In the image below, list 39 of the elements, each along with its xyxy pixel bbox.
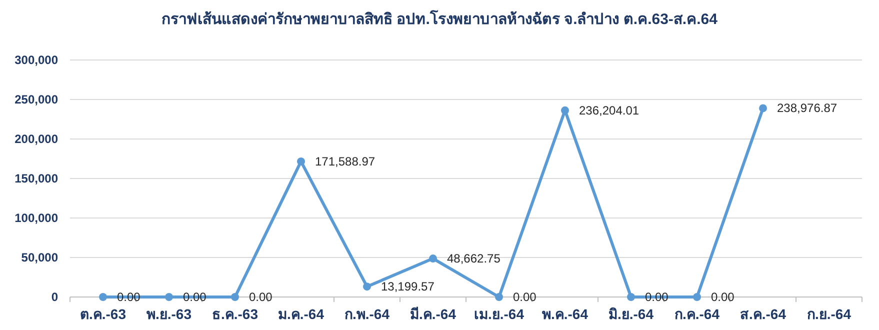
text: 171,588.97 [315,154,376,168]
y-tick-label: 100,000 [14,211,58,225]
x-tick-label: ก.พ.-64 [344,306,390,322]
y-tick-label: 150,000 [14,172,58,186]
point [693,293,701,301]
point [627,293,635,301]
point [363,282,371,291]
text: 0.00 [513,290,536,304]
x-tick-label: มี.ค.-64 [410,306,456,322]
point [297,157,305,166]
y-tick-label: 300,000 [14,53,58,67]
x-tick-label: มิ.ย.-64 [608,306,654,322]
x-tick-label: ม.ค.-64 [278,306,324,322]
x-tick-label: พ.ค.-64 [542,306,588,322]
x-tick-label: ต.ค.-63 [80,306,126,322]
text: 13,199.57 [381,280,434,294]
x-tick-label: ธ.ค.-63 [212,306,258,322]
text: 0.00 [711,290,734,304]
y-tick-label: 0 [51,290,58,304]
x-tick-label: ก.ย.-64 [806,306,852,322]
y-tick-label: 200,000 [14,132,58,146]
text: 48,662.75 [447,252,500,266]
text: 0.00 [249,290,272,304]
point [231,293,239,301]
x-tick-label: พ.ย.-63 [146,306,192,322]
point [495,293,503,301]
text: 238,976.87 [777,101,838,116]
chart-title: กราฟเส้นแสดงค่ารักษาพยาบาลสิทธิ อปท.โรงพยาบาลห้างฉัตร จ.ลำปาง ต.ค.63-ส.ค.64 [162,9,718,28]
y-tick-label: 250,000 [14,92,58,106]
point [561,106,569,114]
point [759,104,767,112]
point [429,254,437,263]
x-tick-label: เม.ย.-64 [474,306,524,322]
text: 236,204.01 [579,103,640,118]
y-tick-label: 50,000 [21,250,58,264]
x-tick-label: ก.ค.-64 [674,306,720,322]
point [165,293,173,301]
x-tick-label: ส.ค.-64 [740,306,786,322]
point [99,293,107,301]
